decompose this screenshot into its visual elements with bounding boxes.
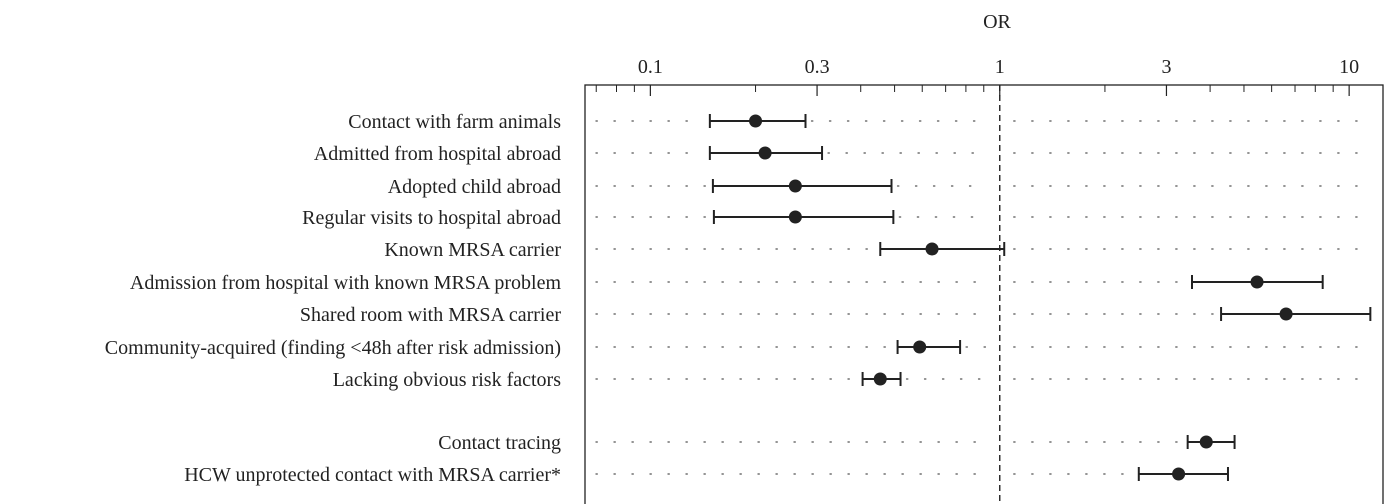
- tick-label: 0.3: [805, 56, 830, 78]
- row-label: Shared room with MRSA carrier: [300, 304, 561, 326]
- tick-label: 0.1: [638, 56, 663, 78]
- row-label: Known MRSA carrier: [384, 239, 561, 261]
- forest-row: Community-acquired (finding <48h after r…: [105, 337, 1374, 359]
- x-axis-label: OR: [983, 11, 1011, 33]
- or-point: [1279, 307, 1293, 321]
- forest-row: Regular visits to hospital abroad: [302, 207, 1374, 229]
- forest-row: Known MRSA carrier: [384, 239, 1374, 261]
- forest-row: Shared room with MRSA carrier: [300, 304, 1372, 326]
- row-label: Regular visits to hospital abroad: [302, 207, 561, 229]
- forest-row: Adopted child abroad: [388, 176, 1374, 198]
- row-label: Contact tracing: [438, 432, 561, 454]
- or-point: [788, 210, 802, 224]
- or-point: [873, 372, 887, 386]
- plot-frame: [584, 84, 1384, 504]
- or-point: [913, 340, 927, 354]
- row-label: Community-acquired (finding <48h after r…: [105, 337, 561, 359]
- or-point: [788, 179, 802, 193]
- forest-rows: Contact with farm animals Admitted from h…: [105, 111, 1374, 486]
- or-point: [758, 146, 772, 160]
- tick-label: 1: [995, 56, 1005, 78]
- forest-row: Admitted from hospital abroad: [314, 143, 1374, 165]
- forest-row: Contact tracing: [438, 432, 1236, 454]
- or-point: [1172, 467, 1186, 481]
- forest-row: Admission from hospital with known MRSA …: [130, 272, 1324, 294]
- row-label: Contact with farm animals: [348, 111, 561, 133]
- row-label: Lacking obvious risk factors: [333, 369, 561, 391]
- or-point: [749, 114, 763, 128]
- or-point: [1199, 435, 1213, 449]
- forest-row: HCW unprotected contact with MRSA carrie…: [184, 464, 1229, 486]
- or-point: [925, 242, 939, 256]
- forest-row: Lacking obvious risk factors: [333, 369, 1374, 391]
- row-label: HCW unprotected contact with MRSA carrie…: [184, 464, 561, 486]
- row-label: Admitted from hospital abroad: [314, 143, 561, 165]
- x-axis-ticks: 0.1 0.3 1 3 10: [595, 56, 1359, 96]
- row-label: Admission from hospital with known MRSA …: [130, 272, 562, 294]
- tick-label: 10: [1339, 56, 1359, 78]
- tick-label: 3: [1161, 56, 1171, 78]
- forest-row: Contact with farm animals: [348, 111, 1374, 133]
- or-point: [1250, 275, 1264, 289]
- row-label: Adopted child abroad: [388, 176, 561, 198]
